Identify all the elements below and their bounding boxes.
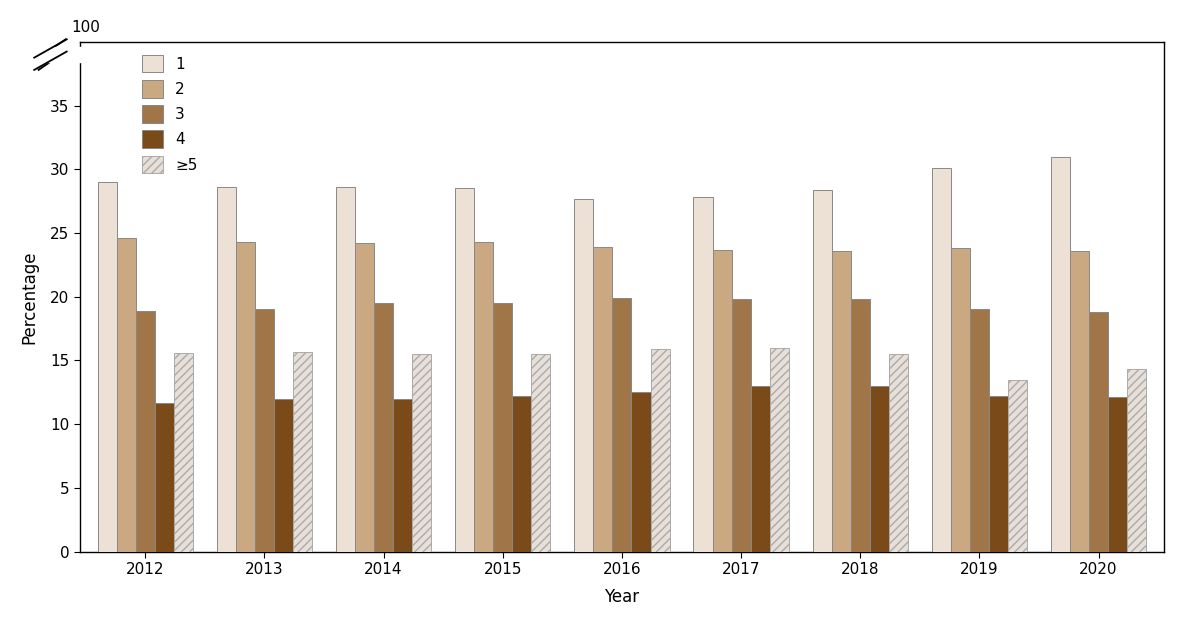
- Bar: [712, 250, 731, 552]
- Bar: [731, 299, 750, 552]
- Bar: [851, 299, 870, 552]
- Bar: [1051, 157, 1070, 552]
- Bar: [575, 199, 594, 552]
- Legend: 1, 2, 3, 4, ≥5: 1, 2, 3, 4, ≥5: [141, 55, 198, 174]
- Bar: [97, 182, 116, 552]
- Bar: [455, 189, 474, 552]
- Y-axis label: Percentage: Percentage: [21, 250, 39, 344]
- Bar: [1070, 251, 1089, 552]
- Text: 100: 100: [71, 21, 100, 36]
- Bar: [116, 238, 136, 552]
- Bar: [770, 348, 789, 552]
- Bar: [174, 353, 193, 552]
- Bar: [594, 247, 613, 552]
- Bar: [832, 251, 851, 552]
- Bar: [750, 386, 770, 552]
- Bar: [293, 352, 312, 552]
- Bar: [512, 396, 531, 552]
- Bar: [136, 311, 155, 552]
- Bar: [217, 187, 236, 552]
- Bar: [255, 310, 274, 552]
- Bar: [531, 354, 551, 552]
- Bar: [1089, 312, 1108, 552]
- Bar: [493, 303, 512, 552]
- Bar: [337, 187, 356, 552]
- Bar: [1127, 369, 1146, 552]
- Bar: [374, 303, 393, 552]
- X-axis label: Year: Year: [604, 588, 640, 606]
- Bar: [393, 399, 412, 552]
- Bar: [989, 396, 1008, 552]
- Bar: [632, 393, 651, 552]
- Bar: [613, 298, 632, 552]
- Bar: [889, 354, 908, 552]
- Bar: [412, 354, 431, 552]
- Bar: [1108, 398, 1127, 552]
- Bar: [236, 242, 255, 552]
- Bar: [870, 386, 889, 552]
- Bar: [971, 310, 989, 552]
- Bar: [474, 242, 493, 552]
- FancyBboxPatch shape: [31, 47, 96, 62]
- Bar: [155, 403, 174, 552]
- Bar: [651, 349, 670, 552]
- Bar: [950, 248, 971, 552]
- Bar: [356, 243, 374, 552]
- Bar: [1008, 379, 1027, 552]
- Bar: [813, 190, 832, 552]
- Bar: [693, 198, 712, 552]
- Bar: [931, 168, 950, 552]
- Bar: [274, 399, 293, 552]
